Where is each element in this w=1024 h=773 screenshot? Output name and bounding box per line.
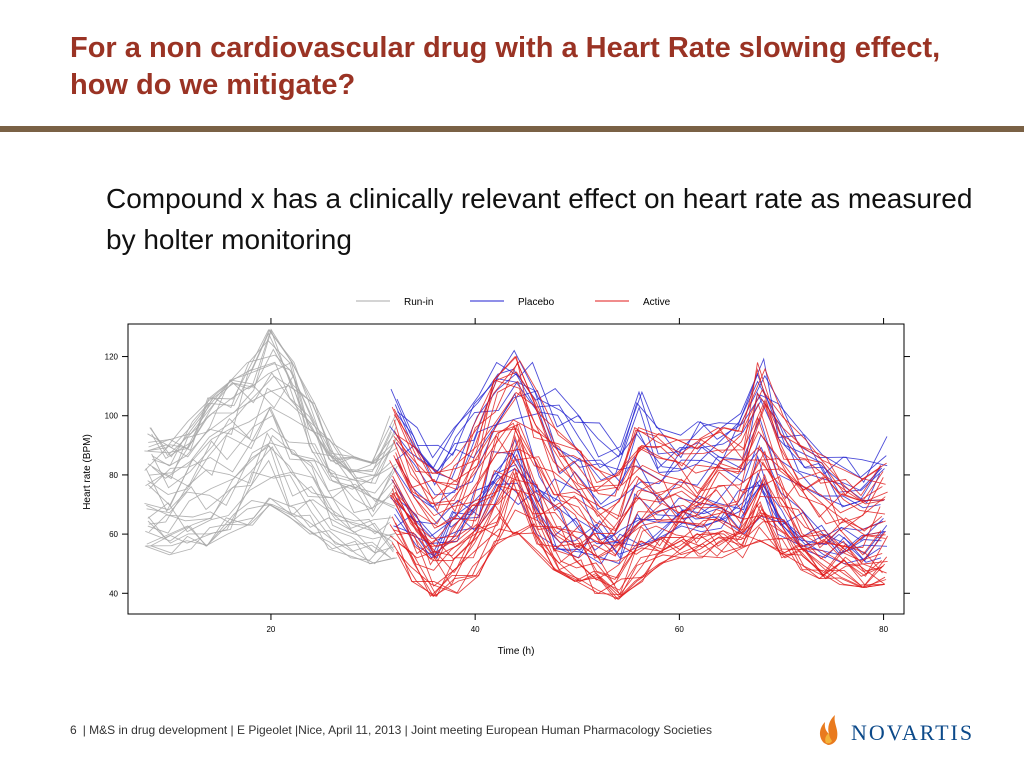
subject-trace-active bbox=[393, 391, 884, 513]
subject-trace-run-in bbox=[146, 500, 391, 559]
subject-trace-active bbox=[396, 416, 886, 547]
subject-trace-placebo bbox=[389, 378, 881, 504]
subject-trace-run-in bbox=[146, 445, 395, 551]
y-tick-label: 80 bbox=[109, 471, 118, 480]
subject-trace-active bbox=[391, 355, 886, 512]
chart-legend: Run-in Placebo Active bbox=[356, 297, 671, 308]
subject-trace-run-in bbox=[148, 497, 391, 554]
x-tick-label: 20 bbox=[266, 625, 275, 634]
subject-trace-run-in bbox=[152, 332, 398, 466]
subject-trace-run-in bbox=[149, 427, 398, 510]
subject-trace-run-in bbox=[144, 434, 396, 540]
subject-trace-run-in bbox=[147, 385, 396, 503]
subject-trace-run-in bbox=[147, 328, 396, 464]
subject-trace-active bbox=[394, 428, 886, 530]
legend-label: Active bbox=[643, 297, 671, 308]
subject-trace-run-in bbox=[145, 503, 397, 565]
subject-trace-run-in bbox=[147, 414, 398, 514]
subject-trace-active bbox=[395, 423, 881, 549]
subject-trace-run-in bbox=[147, 471, 394, 537]
legend-label: Run-in bbox=[404, 297, 433, 308]
footer-text: | M&S in drug development | E Pigeolet |… bbox=[82, 723, 712, 737]
subject-trace-run-in bbox=[146, 442, 394, 553]
x-axis-label: Time (h) bbox=[498, 646, 535, 657]
page-number: 6 bbox=[70, 723, 77, 737]
y-tick-label: 40 bbox=[109, 589, 118, 598]
footer: 6 | M&S in drug development | E Pigeolet … bbox=[70, 723, 830, 737]
subject-trace-run-in bbox=[145, 497, 392, 561]
chart-series-lines bbox=[144, 328, 888, 600]
subject-trace-active bbox=[392, 469, 884, 596]
subject-trace-placebo bbox=[395, 412, 881, 511]
y-axis-label: Heart rate (BPM) bbox=[82, 434, 93, 510]
subject-trace-active bbox=[389, 515, 887, 600]
subject-trace-run-in bbox=[145, 406, 398, 518]
subject-trace-run-in bbox=[144, 348, 395, 473]
flame-logo-icon bbox=[819, 715, 838, 745]
subject-trace-placebo bbox=[397, 368, 888, 484]
subject-trace-active bbox=[397, 504, 885, 598]
subject-trace-run-in bbox=[144, 503, 395, 565]
subject-trace-run-in bbox=[148, 432, 393, 529]
subject-trace-run-in bbox=[147, 471, 391, 559]
subject-trace-active bbox=[394, 362, 887, 496]
subject-trace-active bbox=[391, 434, 888, 577]
y-tick-label: 120 bbox=[105, 353, 119, 362]
slide-title: For a non cardiovascular drug with a Hea… bbox=[70, 32, 941, 101]
subject-trace-run-in bbox=[151, 361, 392, 477]
brand-wordmark: NOVARTIS bbox=[851, 720, 975, 745]
subject-trace-run-in bbox=[150, 328, 396, 484]
subject-trace-run-in bbox=[151, 387, 395, 513]
subject-trace-active bbox=[395, 355, 881, 497]
chart-axes: 20 40 60 80 40 60 80 100 120 bbox=[105, 318, 910, 634]
subject-trace-placebo bbox=[395, 390, 882, 508]
subject-trace-active bbox=[390, 438, 886, 562]
subject-trace-run-in bbox=[147, 339, 398, 480]
subject-trace-active bbox=[391, 490, 883, 598]
subject-trace-active bbox=[391, 453, 883, 586]
x-tick-label: 40 bbox=[471, 625, 480, 634]
subject-trace-placebo bbox=[395, 438, 888, 560]
subject-trace-placebo bbox=[396, 349, 888, 475]
legend-label: Placebo bbox=[518, 297, 555, 308]
subject-trace-active bbox=[396, 391, 886, 518]
subject-trace-run-in bbox=[148, 406, 395, 509]
subject-trace-active bbox=[396, 509, 885, 597]
subject-trace-run-in bbox=[144, 372, 391, 464]
subject-trace-run-in bbox=[148, 445, 393, 543]
subject-trace-run-in bbox=[150, 459, 396, 554]
subject-trace-active bbox=[392, 422, 881, 554]
y-tick-label: 100 bbox=[105, 412, 119, 421]
subject-trace-active bbox=[393, 379, 884, 503]
subject-trace-active bbox=[396, 434, 886, 556]
title-divider bbox=[0, 126, 1024, 132]
x-tick-label: 80 bbox=[879, 625, 888, 634]
subject-trace-active bbox=[393, 361, 886, 485]
slide-bullet-text: Compound x has a clinically relevant eff… bbox=[106, 183, 973, 255]
novartis-logo: NOVARTIS bbox=[815, 712, 975, 746]
subject-trace-placebo bbox=[390, 357, 887, 479]
subject-trace-run-in bbox=[148, 374, 393, 494]
subject-trace-active bbox=[389, 456, 883, 546]
subject-trace-run-in bbox=[151, 329, 393, 473]
subject-trace-run-in bbox=[147, 444, 390, 535]
plot-frame bbox=[127, 323, 905, 615]
y-tick-label: 60 bbox=[109, 530, 118, 539]
subject-trace-active bbox=[396, 526, 886, 600]
subject-trace-active bbox=[394, 467, 883, 581]
x-tick-label: 60 bbox=[675, 625, 684, 634]
